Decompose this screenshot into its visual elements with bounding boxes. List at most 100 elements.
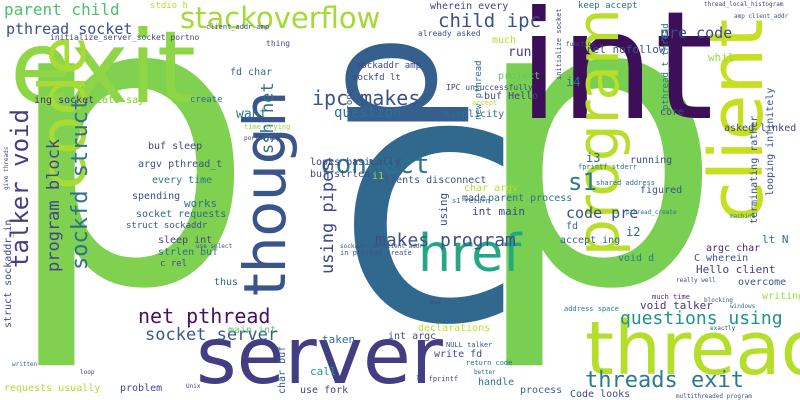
word: overcome — [738, 277, 787, 288]
word: p — [470, 0, 724, 377]
word: C wherein — [694, 253, 749, 264]
word: want — [236, 107, 268, 122]
word: server — [196, 312, 443, 400]
word: int — [518, 0, 714, 154]
word: use select — [196, 243, 233, 250]
word: s1 — [568, 168, 597, 196]
word: project — [498, 71, 541, 82]
word: core — [660, 107, 685, 118]
word: char argv — [464, 183, 519, 194]
word: child ipc — [438, 10, 541, 32]
word: lt fprintf — [416, 375, 459, 383]
word: pthread socket — [6, 20, 133, 38]
word: IPC unsuccessfully — [446, 83, 533, 92]
word: i2 — [626, 225, 641, 239]
word: better — [474, 369, 496, 376]
word: thing — [266, 39, 291, 48]
word: c rel — [160, 259, 188, 269]
word: struct sockaddr — [126, 221, 208, 231]
word: use fork — [300, 385, 349, 396]
word: requests usually — [4, 383, 101, 394]
word: initialize socket — [555, 8, 563, 80]
word: running — [630, 155, 673, 166]
word: taken — [322, 333, 356, 346]
word: whil — [708, 51, 735, 64]
word: wherein every — [430, 1, 509, 12]
word: sockfd lt — [352, 73, 401, 83]
word: strlen buf — [158, 247, 219, 258]
word: looping infinitely — [765, 87, 776, 196]
word: simplicity — [444, 109, 505, 120]
word: give threads — [3, 146, 10, 190]
word: code pre — [566, 204, 639, 222]
word: create — [190, 95, 223, 105]
word: fd char — [230, 67, 273, 78]
word: initialize_server_socket portno — [50, 33, 200, 42]
word: void talker — [640, 299, 713, 312]
word: accept — [472, 99, 498, 107]
word: portno amp — [244, 135, 281, 142]
word: spending — [132, 191, 181, 202]
word: thread — [585, 306, 800, 392]
word: int main — [472, 205, 525, 218]
word: exit — [10, 9, 196, 126]
word: lt N — [762, 233, 789, 246]
word: makes program — [375, 230, 516, 251]
word: char buf — [277, 345, 288, 394]
word: terminating rather — [749, 115, 760, 224]
word: machine — [730, 213, 756, 220]
word: writing — [762, 291, 800, 302]
word: loop — [80, 369, 95, 376]
word: Unix — [186, 383, 201, 390]
word: pthread_t thread — [661, 23, 671, 110]
word: clients disconnect — [378, 175, 487, 186]
word: multithreaded program — [676, 393, 752, 400]
word: fprintf stderr — [578, 163, 638, 171]
word: handle — [478, 377, 515, 388]
word: written — [12, 361, 38, 368]
word: time trying — [244, 123, 291, 131]
word: parent child — [4, 0, 120, 19]
word: already asked — [418, 29, 481, 38]
word: pre code — [660, 24, 733, 42]
word: figured — [640, 185, 683, 196]
word: made — [462, 193, 487, 204]
word: int argc — [388, 331, 437, 342]
word: run — [508, 45, 532, 60]
word: every time — [152, 175, 213, 186]
word: sockaddr amp — [356, 61, 422, 71]
word: call — [310, 365, 337, 378]
word: in pthread_create — [340, 249, 412, 257]
word: main int — [228, 325, 277, 336]
word: sockfd struct — [68, 97, 93, 270]
word: problem — [120, 383, 163, 394]
word: process — [520, 385, 563, 396]
word: function — [566, 41, 595, 48]
word: i4 — [566, 75, 581, 89]
word: declarations — [418, 323, 491, 334]
word: i3 — [586, 151, 601, 165]
word: ipc makes — [312, 86, 421, 110]
word: using — [437, 192, 450, 226]
word: Lets say — [96, 95, 145, 106]
word: exactly — [710, 325, 736, 332]
word: wrong — [345, 88, 355, 116]
word: client — [694, 18, 780, 222]
word: write fd — [434, 349, 483, 360]
word: amp client_addr — [734, 13, 789, 20]
word: program block — [44, 138, 64, 272]
word: questions using — [620, 308, 783, 329]
word: asked linked — [724, 123, 797, 134]
word: connect — [320, 150, 430, 180]
word: p — [2, 0, 256, 377]
word: return code — [466, 359, 513, 367]
word: parent process — [488, 193, 573, 204]
word: struct sockaddr_in — [3, 219, 14, 328]
word: ing socket — [34, 95, 95, 106]
word: really well — [676, 277, 716, 284]
word: keep accept — [578, 1, 638, 11]
word: net pthread — [138, 304, 271, 328]
word: much time — [652, 293, 690, 301]
word: fd — [566, 221, 579, 232]
